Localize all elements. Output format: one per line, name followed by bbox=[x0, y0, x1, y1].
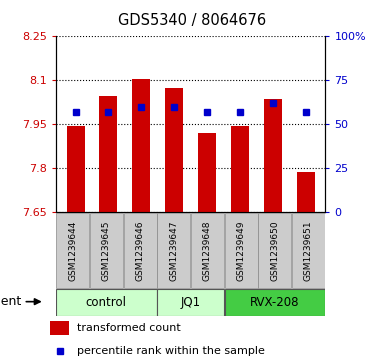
Bar bbox=[132, 79, 150, 212]
Bar bbox=[264, 99, 282, 212]
Bar bbox=[157, 213, 190, 288]
Text: GSM1239650: GSM1239650 bbox=[270, 220, 279, 281]
Bar bbox=[90, 213, 123, 288]
Bar bbox=[224, 289, 325, 315]
Bar bbox=[224, 213, 258, 288]
Text: GSM1239646: GSM1239646 bbox=[136, 220, 144, 281]
Text: percentile rank within the sample: percentile rank within the sample bbox=[77, 346, 265, 356]
Text: GDS5340 / 8064676: GDS5340 / 8064676 bbox=[119, 13, 266, 28]
Bar bbox=[124, 213, 157, 288]
Text: GSM1239645: GSM1239645 bbox=[102, 220, 111, 281]
Bar bbox=[56, 289, 157, 315]
Text: GSM1239649: GSM1239649 bbox=[237, 220, 246, 281]
Bar bbox=[50, 322, 69, 335]
Bar bbox=[296, 172, 315, 212]
Bar bbox=[157, 289, 224, 315]
Bar bbox=[165, 88, 183, 212]
Text: JQ1: JQ1 bbox=[181, 296, 201, 309]
Bar bbox=[258, 213, 291, 288]
Text: GSM1239651: GSM1239651 bbox=[304, 220, 313, 281]
Text: GSM1239647: GSM1239647 bbox=[169, 220, 178, 281]
Text: transformed count: transformed count bbox=[77, 323, 181, 333]
Bar bbox=[292, 213, 325, 288]
Text: GSM1239644: GSM1239644 bbox=[68, 220, 77, 281]
Text: control: control bbox=[86, 296, 127, 309]
Text: GSM1239648: GSM1239648 bbox=[203, 220, 212, 281]
Text: RVX-208: RVX-208 bbox=[250, 296, 300, 309]
Bar bbox=[56, 213, 89, 288]
Text: agent: agent bbox=[0, 295, 21, 308]
Bar bbox=[99, 95, 117, 212]
Bar bbox=[191, 213, 224, 288]
Bar bbox=[231, 126, 249, 212]
Bar bbox=[67, 126, 85, 212]
Bar bbox=[198, 133, 216, 212]
